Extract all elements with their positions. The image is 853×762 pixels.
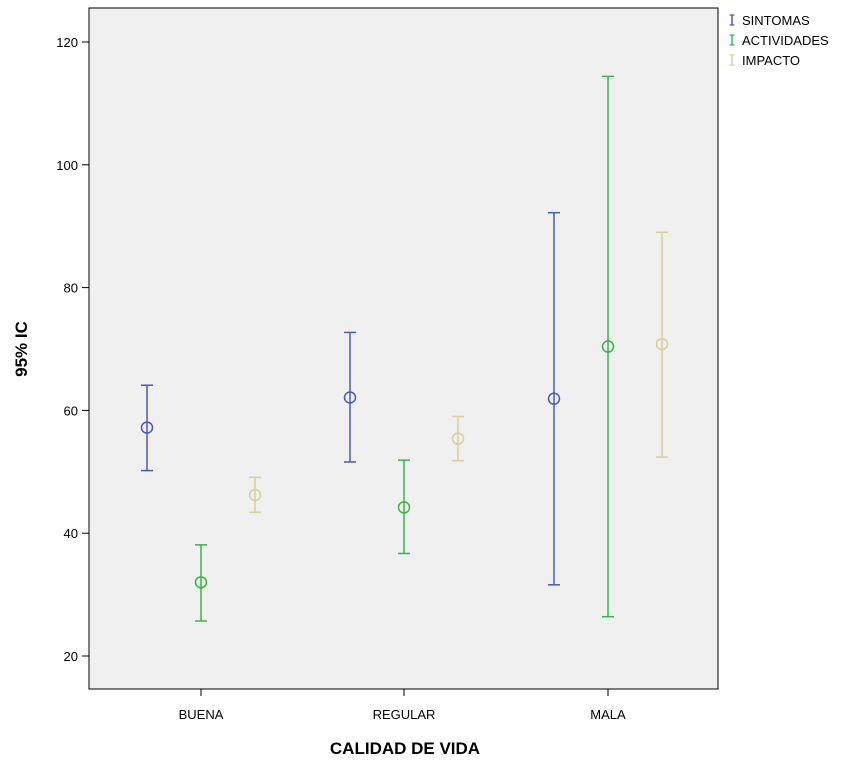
x-tick-label: MALA xyxy=(590,707,626,722)
x-tick-label: REGULAR xyxy=(373,707,436,722)
legend-item-sintomas: SINTOMAS xyxy=(729,13,810,28)
legend-item-impacto: IMPACTO xyxy=(729,53,800,68)
plot-area xyxy=(88,7,719,690)
y-tick-label: 120 xyxy=(56,35,78,50)
series-actividades xyxy=(194,75,615,622)
mean-marker xyxy=(547,392,561,405)
x-axis-title: CALIDAD DE VIDA xyxy=(330,739,480,758)
y-tick-label: 60 xyxy=(64,403,78,418)
mean-marker xyxy=(248,488,262,502)
mean-marker xyxy=(451,432,465,445)
mean-marker xyxy=(397,501,411,514)
x-tick-label: BUENA xyxy=(179,707,224,722)
mean-marker xyxy=(343,391,357,404)
y-tick-label: 40 xyxy=(64,526,78,541)
y-tick-label: 80 xyxy=(64,281,78,296)
mean-marker xyxy=(140,421,154,434)
legend-label: SINTOMAS xyxy=(742,13,810,28)
legend-item-actividades: ACTIVIDADES xyxy=(729,33,829,48)
legend-label: IMPACTO xyxy=(742,53,800,68)
mean-marker xyxy=(655,337,669,351)
y-tick-label: 100 xyxy=(56,158,78,173)
series-impacto xyxy=(248,231,669,514)
x-axis: BUENA REGULAR MALA xyxy=(179,689,626,722)
mean-marker xyxy=(601,340,615,353)
legend-label: ACTIVIDADES xyxy=(742,33,829,48)
mean-marker xyxy=(194,576,208,589)
y-tick-label: 20 xyxy=(64,649,78,664)
series-sintomas xyxy=(140,211,561,586)
legend: SINTOMAS ACTIVIDADES IMPACTO xyxy=(729,13,829,68)
y-axis-title: 95% IC xyxy=(12,321,31,377)
data-marks xyxy=(140,75,669,622)
y-axis: 20 40 60 80 100 120 xyxy=(56,35,89,664)
